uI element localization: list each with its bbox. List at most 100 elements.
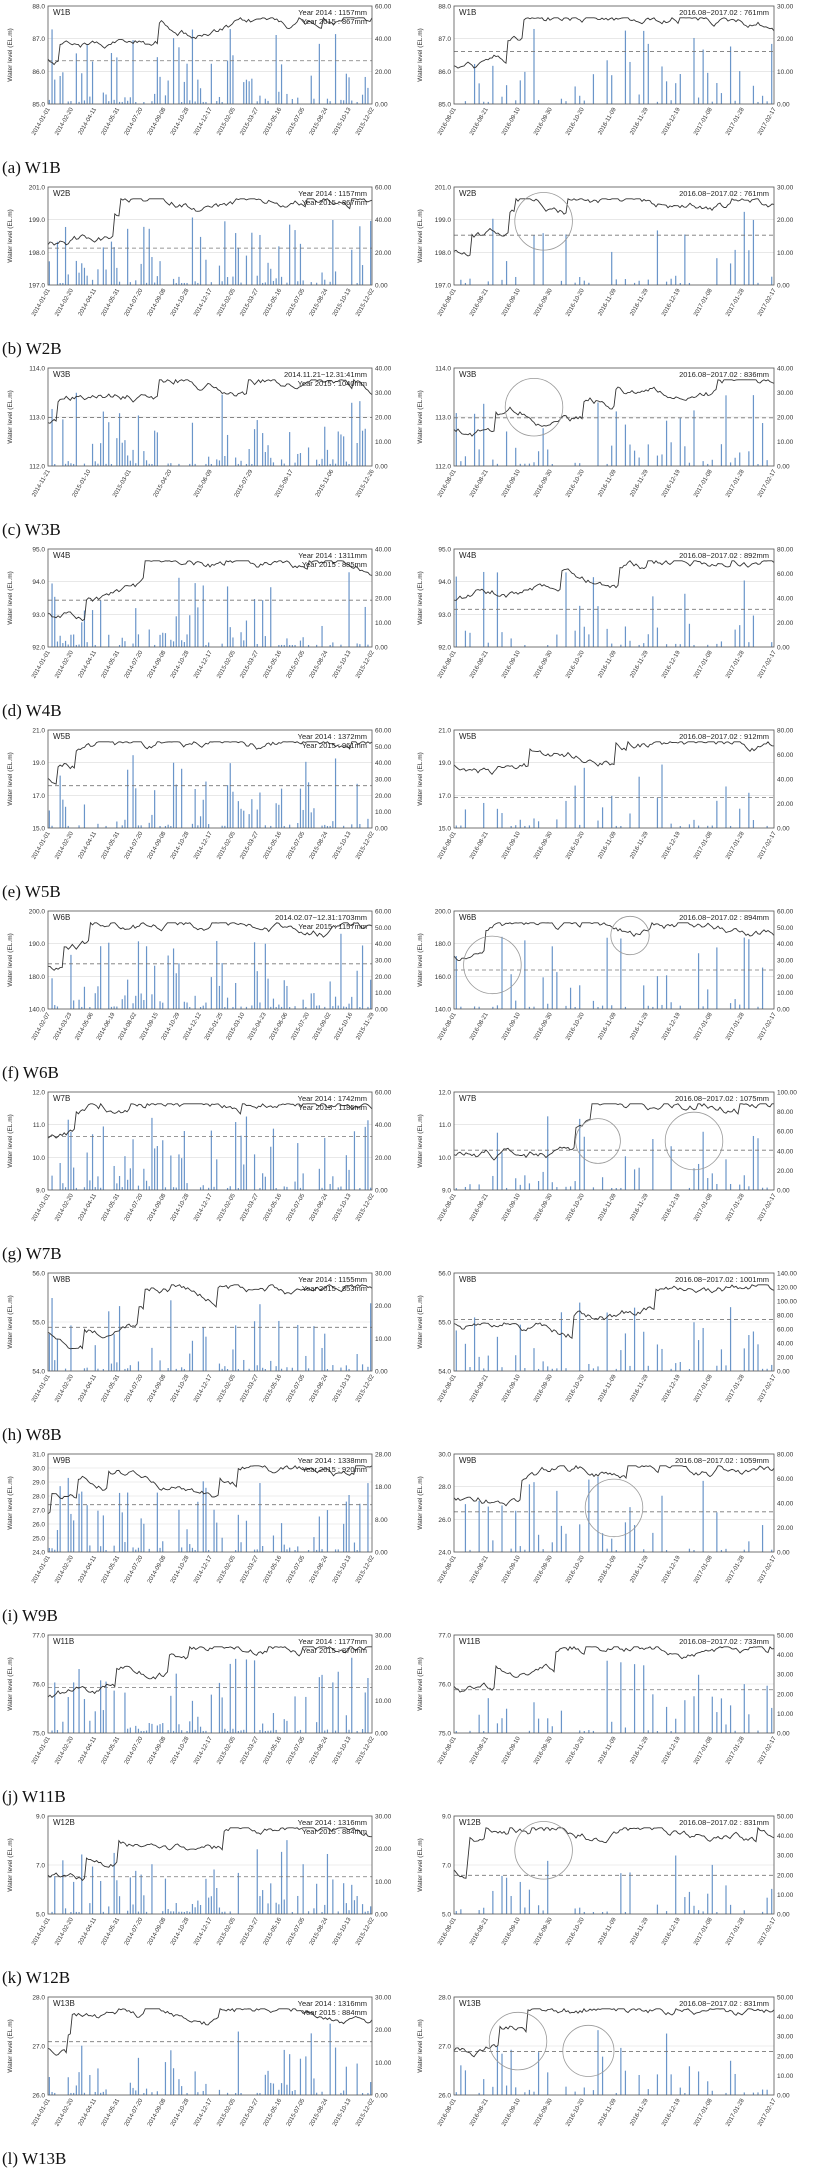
rainfall-bar xyxy=(656,455,659,466)
y-tick-label: 28.0 xyxy=(32,1995,45,2002)
rainfall-bar xyxy=(164,633,167,647)
rainfall-bar xyxy=(743,1175,745,1190)
rainfall-bar xyxy=(716,1183,718,1190)
rainfall-bar xyxy=(137,941,140,1009)
left-chart-panel: 21.0 19.0 17.0 15.0 60.00 50.00 40.00 30.00 20.0… xyxy=(0,724,412,884)
rainfall-total-label: Year 2015 : 884mm xyxy=(302,1827,367,1836)
rainfall-bar xyxy=(711,2090,713,2095)
rainfall-bar xyxy=(132,449,134,466)
x-tick-label: 2015-07-05 xyxy=(286,1373,307,1403)
rainfall-bar xyxy=(189,463,191,466)
rainfall-total-label: 2016.08~2017.02 : 1001mm xyxy=(675,1275,769,1284)
y-tick-label: 12.0 xyxy=(438,1090,451,1097)
rainfall-tick-label: 40.00 xyxy=(375,760,392,767)
rainfall-bar xyxy=(501,1718,503,1733)
rainfall-bar xyxy=(229,627,231,647)
rainfall-bar xyxy=(324,1137,326,1190)
rainfall-bar xyxy=(186,1911,188,1914)
rainfall-bar xyxy=(766,1897,768,1914)
rainfall-bar xyxy=(259,1730,261,1733)
x-tick-label: 2014-04-11 xyxy=(78,2097,99,2127)
x-tick-label: 2017-01-28 xyxy=(725,649,746,679)
rainfall-bar xyxy=(679,74,681,104)
rainfall-bar xyxy=(251,1005,253,1009)
rainfall-bar xyxy=(97,1176,99,1190)
y-tick-label: 17.0 xyxy=(32,793,45,800)
rainfall-bar xyxy=(356,1896,358,1914)
x-tick-label: 2014-02-07 xyxy=(31,1011,52,1041)
rainfall-bar xyxy=(145,2088,148,2095)
x-tick-label: 2016-08-21 xyxy=(469,1735,490,1765)
rainfall-bar xyxy=(275,278,277,285)
rainfall-bar xyxy=(251,78,253,104)
rainfall-bar xyxy=(693,410,695,466)
rainfall-tick-label: 40.00 xyxy=(777,1341,794,1348)
rainfall-bar xyxy=(56,1006,59,1009)
rainfall-bar xyxy=(159,825,161,828)
rainfall-bar xyxy=(766,460,768,466)
rainfall-bar xyxy=(91,610,94,647)
rainfall-bar xyxy=(725,1548,727,1552)
rainfall-bar xyxy=(547,1003,549,1009)
rainfall-bar xyxy=(159,1001,161,1009)
rainfall-bar xyxy=(75,53,77,104)
rainfall-tick-label: 50.00 xyxy=(777,1633,794,1640)
rainfall-bar xyxy=(197,825,199,828)
rainfall-bar xyxy=(734,249,736,285)
rainfall-bar xyxy=(189,1544,191,1552)
x-tick-label: 2014-07-20 xyxy=(124,287,145,317)
rainfall-bar xyxy=(135,788,137,828)
rainfall-bar xyxy=(633,282,636,285)
rainfall-bar xyxy=(135,1725,137,1733)
rainfall-bar xyxy=(464,809,467,828)
rainfall-bar xyxy=(205,1487,207,1552)
rainfall-bar xyxy=(199,236,202,285)
rainfall-bar xyxy=(205,1878,207,1914)
rainfall-bar xyxy=(326,1853,329,1914)
rainfall-bar xyxy=(547,644,549,647)
rainfall-bar xyxy=(460,1909,462,1914)
x-tick-label: 2015-02-05 xyxy=(216,1735,237,1765)
rainfall-tick-label: 60.00 xyxy=(375,185,392,192)
rainfall-bar xyxy=(221,1697,223,1733)
rainfall-bar xyxy=(194,281,196,285)
rainfall-bar xyxy=(579,985,581,1009)
x-tick-label: 2017-01-08 xyxy=(693,468,714,498)
rainfall-bar xyxy=(588,1363,590,1371)
y-axis-label: Water level (EL.m) xyxy=(7,209,14,263)
y-tick-label: 26.0 xyxy=(32,2093,45,2100)
rainfall-bar xyxy=(89,1180,91,1190)
rainfall-bar xyxy=(237,1368,239,1371)
x-tick-label: 2016-09-10 xyxy=(501,1735,522,1765)
rainfall-bar xyxy=(202,799,204,828)
rainfall-bar xyxy=(245,79,248,104)
rainfall-total-label: 2016.08~2017.02 : 836mm xyxy=(679,370,769,379)
y-axis-label: Water level (EL.m) xyxy=(7,933,14,987)
rainfall-bar xyxy=(194,101,196,104)
x-tick-label: 2015-01-25 xyxy=(204,1011,225,1041)
rainfall-bar xyxy=(121,101,123,104)
rainfall-bar xyxy=(519,1546,521,1552)
y-axis-label: Water level (EL.m) xyxy=(417,1476,424,1530)
rainfall-bar xyxy=(356,442,358,466)
rainfall-bar xyxy=(151,463,153,466)
rainfall-bar xyxy=(264,1176,266,1190)
rainfall-bar xyxy=(181,1730,183,1733)
rainfall-bar xyxy=(348,1910,350,1914)
rainfall-bar xyxy=(226,997,229,1009)
y-tick-label: 19.0 xyxy=(438,760,451,767)
rainfall-tick-label: 8.00 xyxy=(375,1517,388,1524)
rainfall-bar xyxy=(121,825,123,828)
rainfall-tick-label: 10.00 xyxy=(375,1698,392,1705)
x-tick-label: 2014-10-28 xyxy=(170,287,191,317)
rainfall-bar xyxy=(224,221,226,285)
rainfall-bar xyxy=(720,1549,723,1552)
rainfall-bar xyxy=(367,818,369,828)
rainfall-bar xyxy=(351,824,353,828)
rainfall-bar xyxy=(321,458,323,466)
rainfall-bar xyxy=(460,2065,462,2095)
rainfall-bar xyxy=(148,629,150,647)
rainfall-bar xyxy=(62,799,64,828)
rainfall-tick-label: 40.00 xyxy=(375,547,392,554)
rainfall-bar xyxy=(356,282,358,285)
